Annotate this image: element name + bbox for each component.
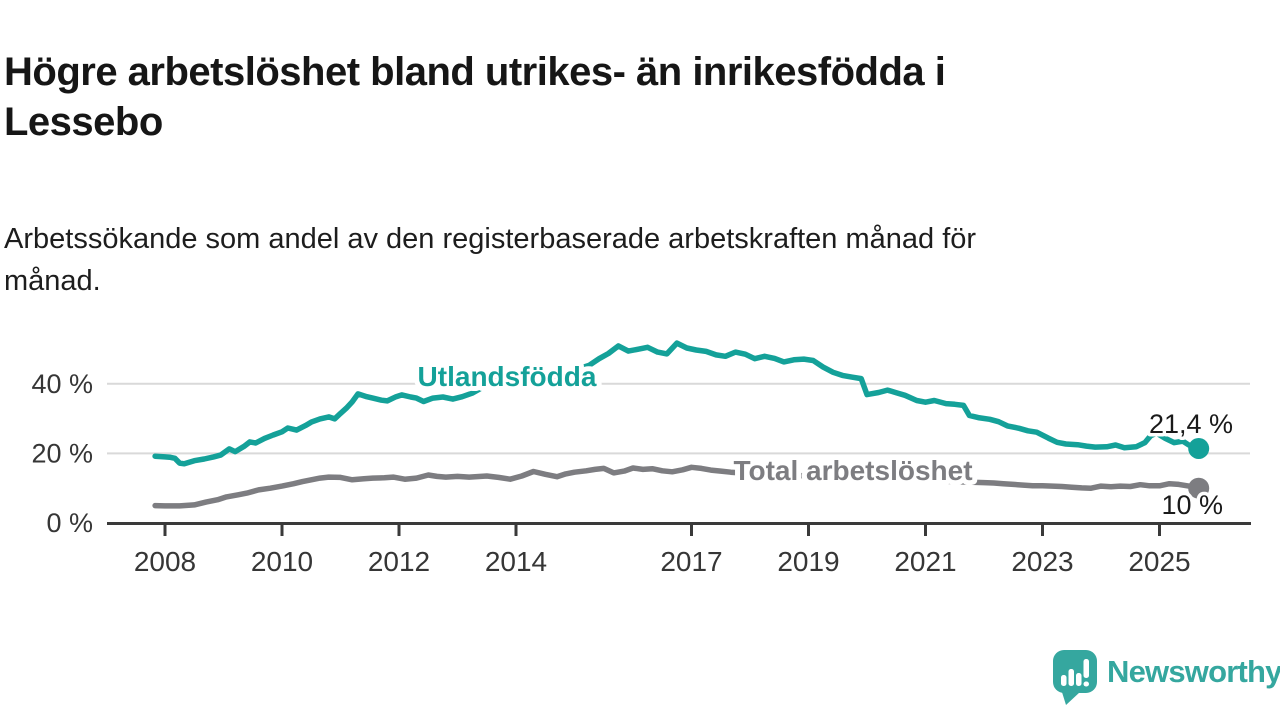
x-axis-label: 2019 — [777, 546, 839, 577]
end-dot-utlandsfodda — [1188, 438, 1210, 459]
line-total-arbetsloshet — [152, 464, 1202, 509]
logo-exclamation-dot — [1083, 681, 1089, 687]
x-axis-label: 2017 — [660, 546, 722, 577]
y-axis-label: 0 % — [46, 508, 93, 538]
x-axis-label: 2012 — [368, 546, 430, 577]
logo-bar-2 — [1068, 669, 1074, 686]
logo-bar-3 — [1076, 673, 1082, 686]
logo-bubble — [1053, 650, 1097, 693]
page-title: Högre arbetslöshet bland utrikes- än inr… — [4, 47, 1214, 147]
newsworthy-logo: Newsworthy — [1052, 649, 1280, 706]
end-dot-total-arbetsloshet — [1188, 477, 1210, 499]
y-axis-label: 20 % — [31, 438, 93, 468]
x-axis-label: 2023 — [1011, 546, 1073, 577]
series-label-utlandsfodda: Utlandsfödda — [418, 361, 597, 392]
end-value-label-utlandsfodda: 21,4 % — [1149, 409, 1233, 439]
title-line-1: Högre arbetslöshet bland utrikes- än inr… — [4, 49, 946, 94]
y-axis-label: 40 % — [31, 369, 93, 399]
subtitle-line-1: Arbetssökande som andel av den registerb… — [4, 223, 977, 255]
subtitle-line-2: månad. — [4, 265, 101, 297]
series-label-total-arbetsloshet: Total arbetslöshet — [733, 455, 972, 486]
end-value-label-total-arbetsloshet: 10 % — [1161, 490, 1223, 520]
x-axis-label: 2025 — [1128, 546, 1190, 577]
newsworthy-logo-icon — [1053, 650, 1097, 705]
logo-exclamation-stem — [1083, 659, 1089, 678]
logo-bar-1 — [1061, 675, 1067, 686]
logo-bubble-tail — [1061, 689, 1080, 705]
x-axis-label: 2021 — [894, 546, 956, 577]
line-utlandsfodda — [152, 340, 1202, 467]
newsworthy-wordmark: Newsworthy — [1107, 654, 1280, 689]
title-line-2: Lessebo — [4, 99, 163, 144]
x-axis-label: 2014 — [485, 546, 547, 577]
chart-subtitle: Arbetssökande som andel av den registerb… — [4, 218, 1214, 302]
x-axis-label: 2010 — [251, 546, 313, 577]
x-axis-label: 2008 — [134, 546, 196, 577]
